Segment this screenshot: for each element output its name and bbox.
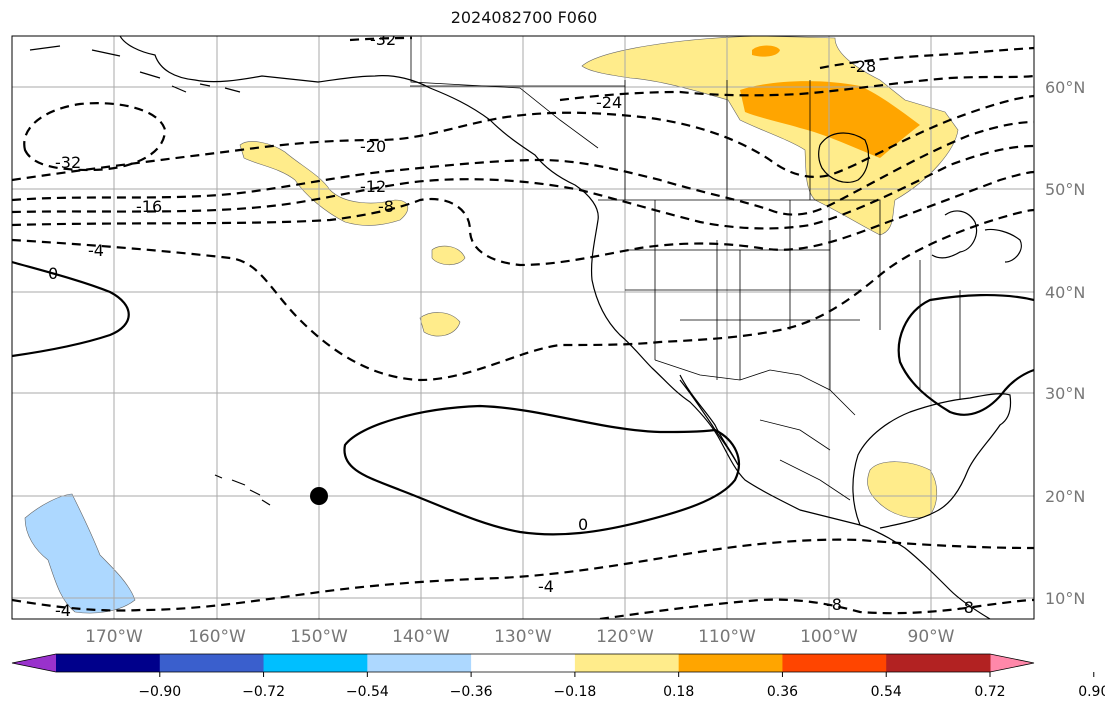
colorbar-tick-label: −0.36 xyxy=(450,684,493,700)
lon-label: 90°W xyxy=(908,627,955,647)
contour-minus4 xyxy=(12,208,1034,382)
coast-hawaii xyxy=(214,474,271,506)
border-mexico-states xyxy=(759,419,851,501)
lon-label: 130°W xyxy=(494,627,552,647)
colorbar-segment xyxy=(782,654,887,672)
colorbar-tick-label: −0.18 xyxy=(553,684,596,700)
contour-minus16 xyxy=(12,120,1034,216)
contour-label: -28 xyxy=(850,57,876,76)
lon-label: 110°W xyxy=(698,627,756,647)
colorbar-segment xyxy=(56,654,161,672)
lat-label: 50°N xyxy=(1045,180,1085,199)
colorbar-segment xyxy=(159,654,265,672)
colorbar-segment xyxy=(886,654,991,672)
contour-label: 0 xyxy=(48,264,58,283)
colorbar-tick-label: −0.54 xyxy=(346,684,389,700)
colorbar-left-extension xyxy=(12,654,56,672)
border-alaska-canada xyxy=(410,36,599,149)
colorbar-tick-label: 0.54 xyxy=(871,684,902,700)
contour-label: -8 xyxy=(378,197,394,216)
colorbar-segment xyxy=(678,654,783,672)
colorbar: −0.90 −0.72 −0.54 −0.36 −0.18 0.18 0.36 0.54 0.7… xyxy=(11,653,1105,700)
contour-minus28 xyxy=(819,46,1034,70)
colorbar-tick-label: 0.90 xyxy=(1078,684,1105,700)
colorbar-segment xyxy=(367,654,472,672)
colorbar-tick-label: 0.18 xyxy=(663,684,694,700)
contour-zero-pacific xyxy=(343,404,740,536)
shade-orange-small xyxy=(752,45,780,57)
coast-aleutians xyxy=(29,45,241,93)
contour-minus20 xyxy=(12,94,1034,182)
colorbar-tick-label: −0.90 xyxy=(138,684,181,700)
lat-label: 30°N xyxy=(1045,384,1085,403)
contour-labels: -32 -28 -24 -20 -32 -16 -12 -8 -4 0 0 -4… xyxy=(48,30,974,620)
coast-hudson xyxy=(818,132,870,183)
colorbar-tick-label: −0.72 xyxy=(242,684,285,700)
shade-yellow-aleutian xyxy=(239,141,408,226)
colorbar-segment xyxy=(471,654,576,672)
contour-zero-west xyxy=(12,260,130,358)
contour-minus12 xyxy=(12,144,1034,230)
contour-minus32-north xyxy=(349,36,413,42)
contour-label: -32 xyxy=(55,153,81,172)
border-us-canada xyxy=(598,199,881,236)
lat-label: 20°N xyxy=(1045,487,1085,506)
colorbar-tick-label: 0.36 xyxy=(767,684,798,700)
map-title: 2024082700 F060 xyxy=(450,8,598,27)
longitude-labels: 170°W 160°W 150°W 140°W 130°W 120°W 110°… xyxy=(85,627,955,647)
coast-west-us xyxy=(590,219,991,619)
coast-great-lakes xyxy=(931,210,1022,263)
contour-lines xyxy=(12,36,1034,619)
shade-yellow-north xyxy=(581,36,959,236)
shade-yellow-blob2 xyxy=(419,312,461,337)
colorbar-right-extension xyxy=(990,654,1034,672)
graticule xyxy=(12,36,1034,619)
border-canada-provinces xyxy=(410,80,811,200)
contour-minus24 xyxy=(559,74,1034,102)
contour-zero-east xyxy=(897,293,1034,416)
map-frame xyxy=(11,35,1035,620)
contour-label: -8 xyxy=(826,595,842,614)
colorbar-tick-label: 0.72 xyxy=(974,684,1005,700)
lat-label: 60°N xyxy=(1045,78,1085,97)
contour-label: -12 xyxy=(360,177,386,196)
coast-alaska xyxy=(119,36,599,221)
contour-label: -16 xyxy=(136,197,162,216)
contour-label: -4 xyxy=(55,601,71,620)
shade-orange-north xyxy=(740,81,920,158)
lon-label: 150°W xyxy=(290,627,348,647)
colorbar-segment xyxy=(574,654,680,672)
lon-label: 100°W xyxy=(800,627,858,647)
shaded-regions xyxy=(24,36,959,614)
contour-label: 0 xyxy=(578,515,588,534)
lon-label: 140°W xyxy=(392,627,450,647)
contour-minus8 xyxy=(12,170,1034,267)
location-marker xyxy=(310,487,328,505)
lon-label: 120°W xyxy=(596,627,654,647)
contour-label: -8 xyxy=(958,598,974,617)
lat-label: 10°N xyxy=(1045,589,1085,608)
colorbar-segment xyxy=(263,654,368,672)
colorbar-outline xyxy=(11,653,1035,673)
coastlines xyxy=(29,36,1022,619)
contour-label: -4 xyxy=(538,577,554,596)
lon-label: 160°W xyxy=(188,627,246,647)
contour-minus4-south xyxy=(12,538,1034,612)
shade-yellow-blob1 xyxy=(431,245,466,266)
contour-label: -20 xyxy=(360,137,386,156)
lon-label: 170°W xyxy=(85,627,143,647)
lat-label: 40°N xyxy=(1045,283,1085,302)
coast-gulf xyxy=(852,393,1012,529)
shade-blue-southwest xyxy=(24,493,136,614)
contour-label: -24 xyxy=(596,93,622,112)
contour-label: -4 xyxy=(88,241,104,260)
latitude-labels: 60°N 50°N 40°N 30°N 20°N 10°N xyxy=(1045,78,1085,608)
contour-label: -32 xyxy=(370,30,396,49)
contour-minus32-west xyxy=(23,102,167,172)
